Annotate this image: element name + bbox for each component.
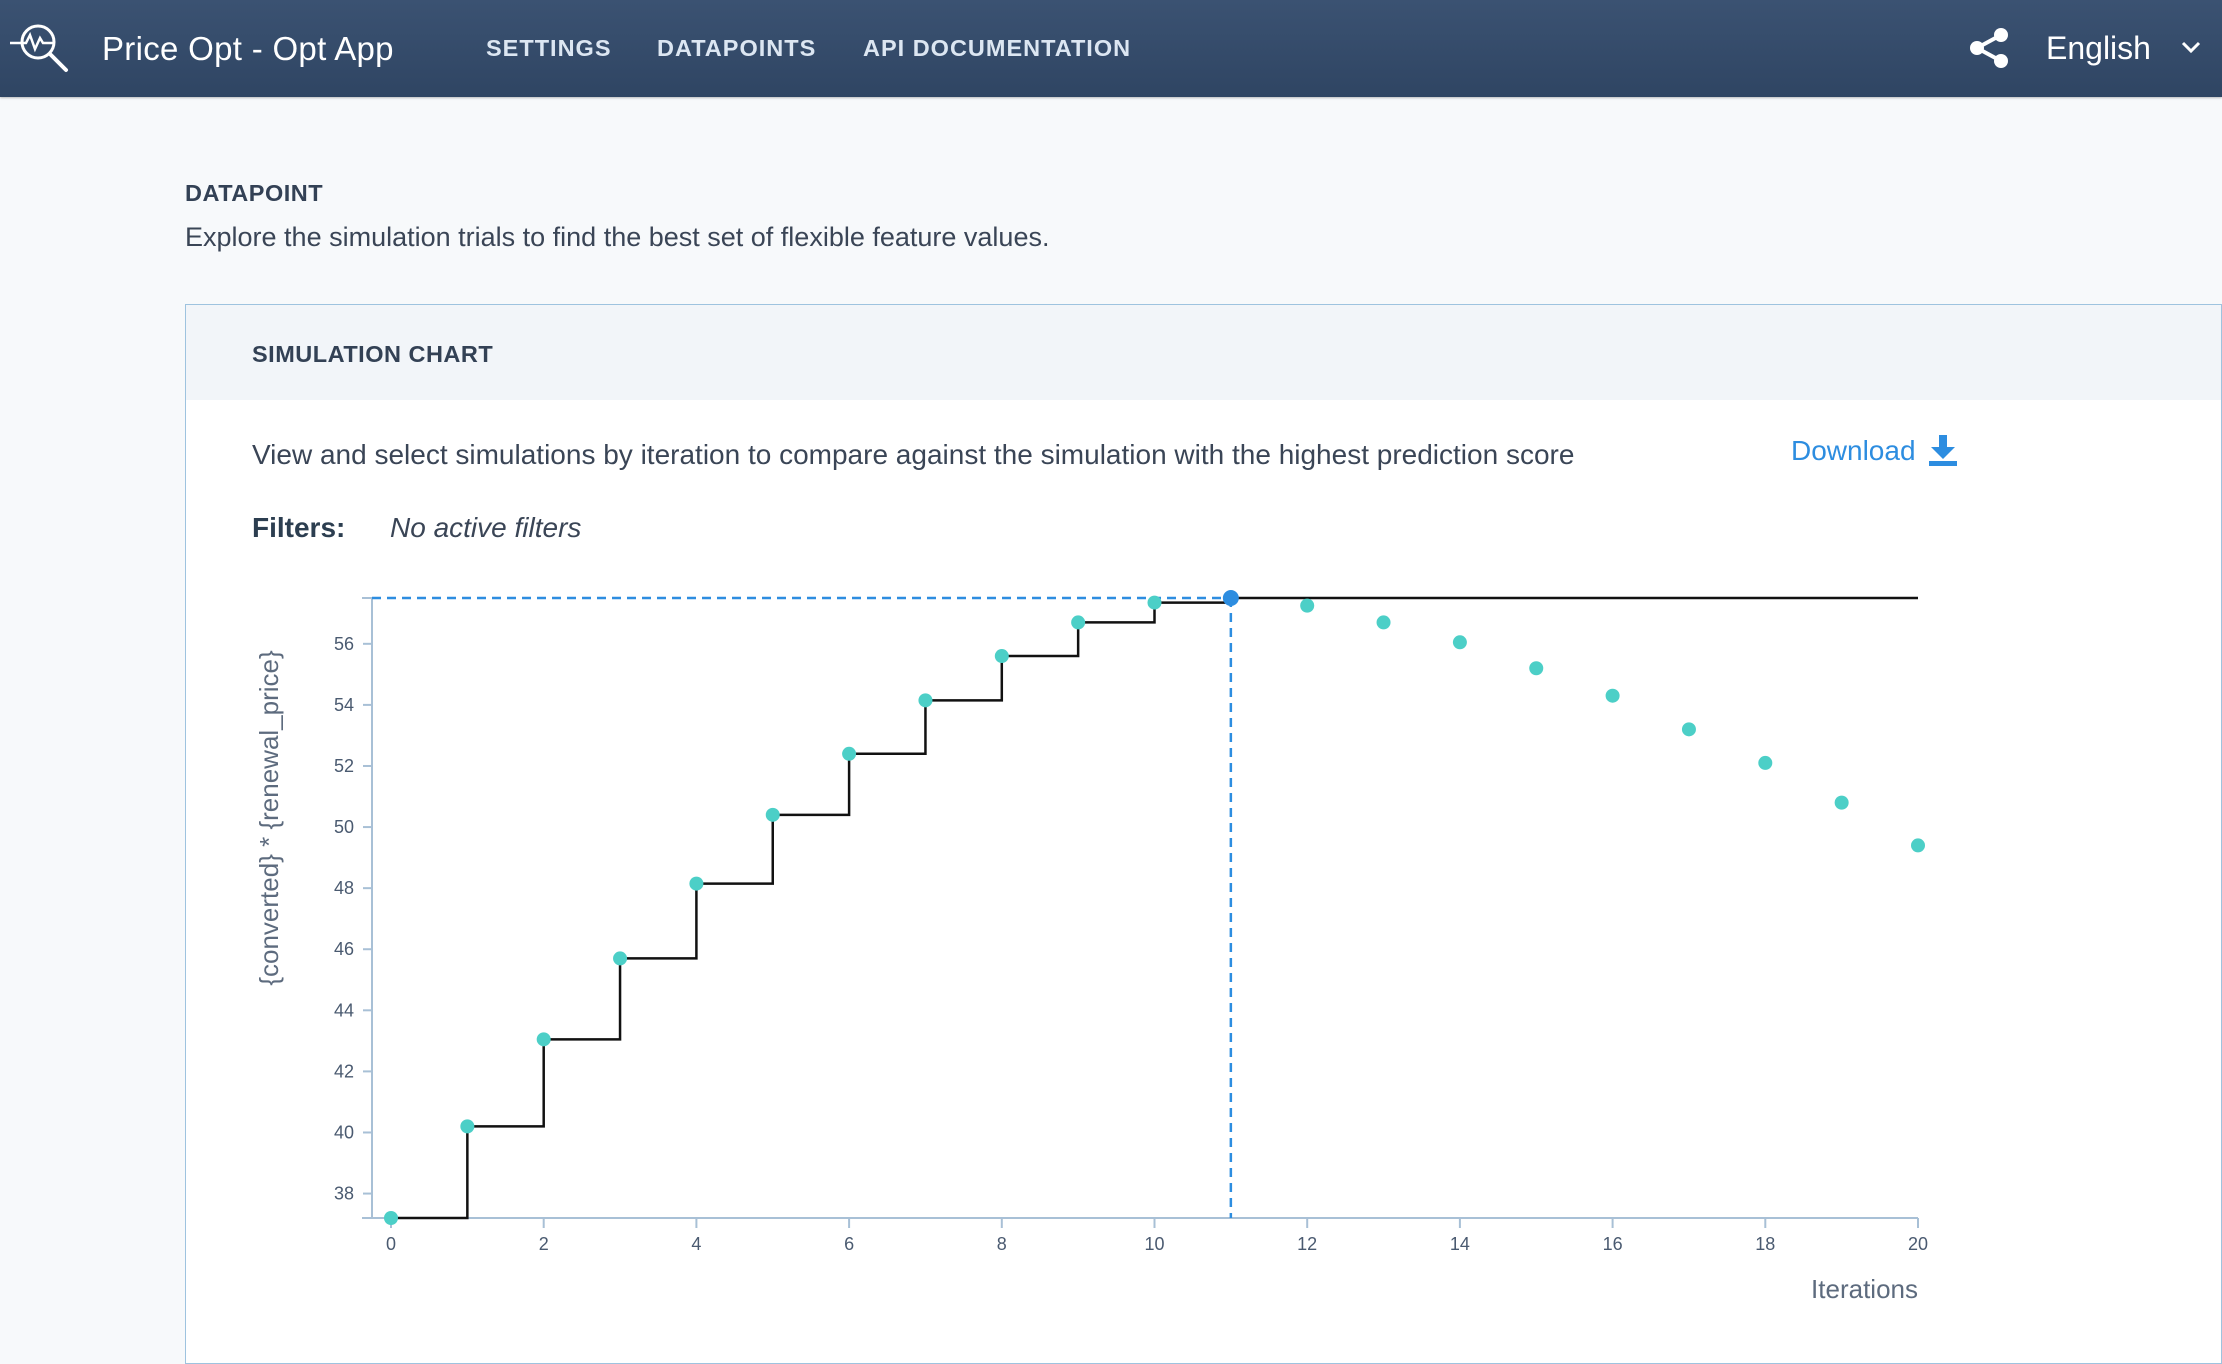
- y-axis-title: {converted} * {renewal_price}: [254, 650, 284, 986]
- share-icon[interactable]: [1968, 26, 2010, 70]
- simulation-point[interactable]: [1529, 661, 1544, 676]
- x-tick-label: 8: [997, 1234, 1007, 1254]
- simulation-point[interactable]: [918, 693, 933, 708]
- y-tick-label: 54: [334, 695, 354, 715]
- y-tick-label: 40: [334, 1122, 354, 1142]
- simulation-point[interactable]: [689, 876, 704, 891]
- y-tick-label: 42: [334, 1061, 354, 1081]
- y-tick-label: 56: [334, 634, 354, 654]
- chevron-down-icon[interactable]: [2180, 38, 2202, 56]
- x-axis-title: Iterations: [1811, 1274, 1918, 1304]
- simulation-point[interactable]: [1605, 688, 1620, 703]
- simulation-point[interactable]: [842, 746, 857, 761]
- best-score-step-line: [391, 596, 1918, 1220]
- x-tick-label: 14: [1450, 1234, 1470, 1254]
- simulation-point[interactable]: [536, 1032, 551, 1047]
- page-description: Explore the simulation trials to find th…: [185, 222, 1050, 252]
- y-tick-label: 44: [334, 1000, 354, 1020]
- x-tick-label: 12: [1297, 1234, 1317, 1254]
- x-tick-label: 0: [386, 1234, 396, 1254]
- x-tick-label: 4: [691, 1234, 701, 1254]
- app-title[interactable]: Price Opt - Opt App: [102, 30, 394, 67]
- simulation-point[interactable]: [1681, 722, 1696, 737]
- simulation-point[interactable]: [1911, 838, 1925, 853]
- x-tick-label: 20: [1908, 1234, 1928, 1254]
- y-tick-label: 48: [334, 878, 354, 898]
- language-selector[interactable]: English: [2046, 30, 2151, 66]
- x-tick-label: 2: [539, 1234, 549, 1254]
- x-tick-label: 16: [1603, 1234, 1623, 1254]
- simulation-point[interactable]: [1147, 595, 1162, 610]
- card-description: View and select simulations by iteration…: [252, 439, 1575, 470]
- y-tick-label: 38: [334, 1184, 354, 1204]
- card-title: SIMULATION CHART: [252, 341, 494, 367]
- nav-api-documentation[interactable]: API DOCUMENTATION: [863, 35, 1132, 61]
- x-tick-label: 18: [1755, 1234, 1775, 1254]
- card-header: SIMULATION CHART: [186, 305, 2221, 400]
- y-tick-label: 46: [334, 939, 354, 959]
- y-tick-label: 52: [334, 756, 354, 776]
- selected-simulation-point[interactable]: [1222, 590, 1239, 606]
- nav-datapoints[interactable]: DATAPOINTS: [657, 35, 817, 61]
- download-icon[interactable]: [1928, 433, 1958, 467]
- simulation-point[interactable]: [613, 951, 628, 966]
- y-tick-label: 50: [334, 817, 354, 837]
- download-link[interactable]: Download: [1791, 435, 1916, 466]
- simulation-point[interactable]: [384, 1211, 398, 1225]
- simulation-point[interactable]: [1376, 615, 1391, 630]
- simulation-point[interactable]: [1834, 795, 1849, 810]
- logo-icon[interactable]: [8, 16, 70, 78]
- simulation-point[interactable]: [1758, 755, 1773, 770]
- simulation-chart-card: SIMULATION CHART View and select simulat…: [185, 304, 2222, 1364]
- top-navigation-bar: Price Opt - Opt App SETTINGS DATAPOINTS …: [0, 0, 2222, 97]
- x-tick-label: 10: [1144, 1234, 1164, 1254]
- simulation-point[interactable]: [994, 649, 1009, 664]
- simulation-point[interactable]: [460, 1119, 475, 1134]
- page-title: DATAPOINT: [185, 180, 324, 206]
- simulation-point[interactable]: [765, 807, 780, 822]
- filters-value: No active filters: [390, 512, 582, 543]
- simulation-point[interactable]: [1452, 635, 1467, 650]
- filters-label: Filters:: [252, 512, 346, 543]
- nav-settings[interactable]: SETTINGS: [486, 35, 612, 61]
- simulation-point[interactable]: [1300, 598, 1315, 613]
- simulation-point[interactable]: [1071, 615, 1086, 630]
- x-tick-label: 6: [844, 1234, 854, 1254]
